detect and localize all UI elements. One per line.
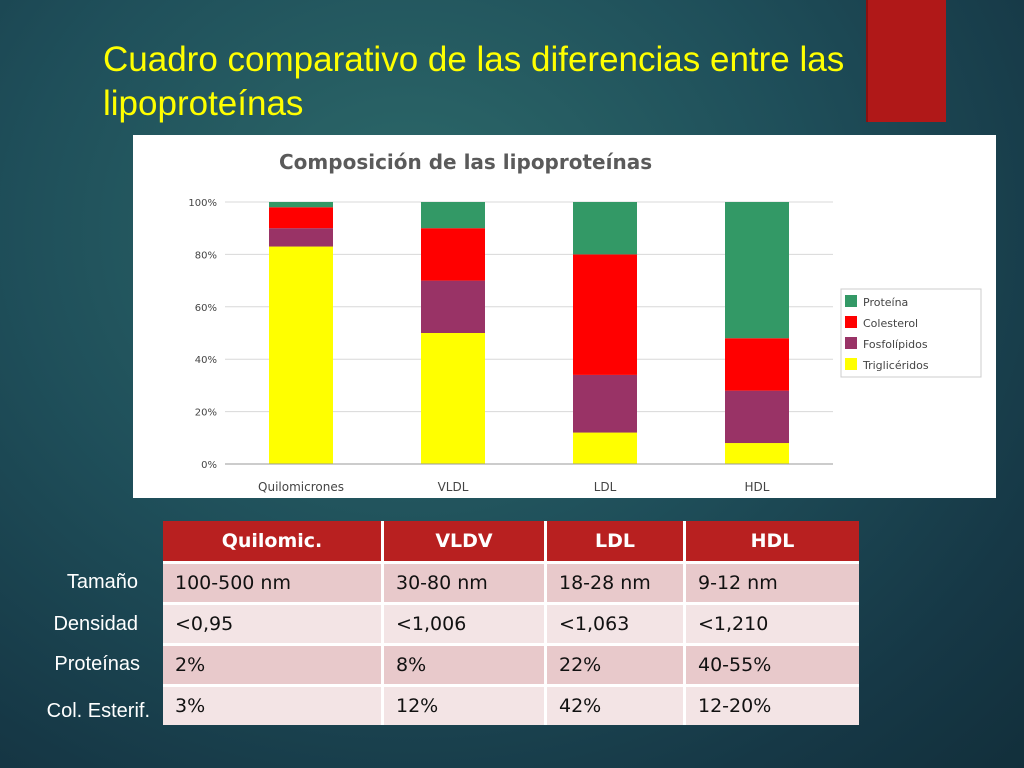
table-cell: 2% <box>163 643 384 686</box>
table-cell: 12% <box>382 684 547 725</box>
table-cell: <0,95 <box>163 602 384 645</box>
table-cell: <1,063 <box>545 602 686 645</box>
table-cell: 100-500 nm <box>163 561 384 604</box>
table-cell: 9-12 nm <box>684 561 859 604</box>
table-header-row: Quilomic. VLDV LDL HDL <box>163 521 859 563</box>
table-cell: 18-28 nm <box>545 561 686 604</box>
table-cell: 12-20% <box>684 684 859 725</box>
x-category-label: VLDL <box>438 480 469 494</box>
table-row: 3% 12% 42% 12-20% <box>163 684 859 725</box>
y-tick-label: 40% <box>195 355 217 366</box>
bar-segment <box>421 202 485 229</box>
bar-segment <box>421 333 485 464</box>
header-hdl: HDL <box>684 521 859 563</box>
slide-title: Cuadro comparativo de las diferencias en… <box>103 40 845 123</box>
bar-segment <box>421 280 485 333</box>
chart-title: Composición de las lipoproteínas <box>279 150 652 174</box>
legend-box <box>840 288 982 378</box>
y-tick-label: 100% <box>188 198 217 209</box>
chart-panel: Composición de las lipoproteínas 0% 20% 40… <box>133 135 996 498</box>
bar-segment <box>573 254 637 375</box>
table-row: 100-500 nm 30-80 nm 18-28 nm 9-12 nm <box>163 561 859 604</box>
row-label-densidad: Densidad <box>53 613 138 635</box>
table-cell: 30-80 nm <box>382 561 547 604</box>
legend-label: Proteína <box>863 296 908 309</box>
table-cell: 8% <box>382 643 547 686</box>
table-row: 2% 8% 22% 40-55% <box>163 643 859 686</box>
y-tick-label: 60% <box>195 303 217 314</box>
bar-segment <box>573 202 637 255</box>
bar-segment <box>725 443 789 464</box>
header-quilomicrones: Quilomic. <box>163 521 384 563</box>
x-category-label: Quilomicrones <box>258 480 344 494</box>
bar-segment <box>269 207 333 229</box>
table-cell: 22% <box>545 643 686 686</box>
row-label-tamano: Tamaño <box>66 571 138 593</box>
table-cell: <1,006 <box>382 602 547 645</box>
bar-segment <box>269 202 333 208</box>
legend-swatch <box>845 358 857 370</box>
comparison-table: Quilomic. VLDV LDL HDL 100-500 nm 30-80 … <box>163 521 859 725</box>
row-label-col-esterif: Col. Esterif. <box>46 700 150 722</box>
legend-label: Fosfolípidos <box>863 338 928 351</box>
bar-segment <box>269 228 333 247</box>
table-cell: 40-55% <box>684 643 859 686</box>
bar-segment <box>725 338 789 391</box>
bar-segment <box>725 202 789 339</box>
legend-label: Colesterol <box>863 317 918 330</box>
stacked-bar-chart: Composición de las lipoproteínas 0% 20% 40… <box>188 150 982 494</box>
y-tick-label: 80% <box>195 250 217 261</box>
bar-segment <box>725 390 789 444</box>
y-tick-label: 0% <box>201 460 217 471</box>
x-category-label: HDL <box>745 480 770 494</box>
bar-segment <box>573 432 637 464</box>
bar-segment <box>269 246 333 464</box>
table-row: <0,95 <1,006 <1,063 <1,210 <box>163 602 859 645</box>
accent-bar <box>866 0 946 122</box>
table-cell: 3% <box>163 684 384 725</box>
header-ldl: LDL <box>545 521 686 563</box>
legend-swatch <box>845 337 857 349</box>
y-tick-label: 20% <box>195 408 217 419</box>
row-label-proteinas: Proteínas <box>54 653 140 675</box>
legend-label: Triglicéridos <box>862 359 929 372</box>
legend-swatch <box>845 316 857 328</box>
legend-swatch <box>845 295 857 307</box>
table-cell: <1,210 <box>684 602 859 645</box>
bar-segment <box>421 228 485 281</box>
table-cell: 42% <box>545 684 686 725</box>
bar-segment <box>573 374 637 433</box>
x-category-label: LDL <box>594 480 617 494</box>
header-vldv: VLDV <box>382 521 547 563</box>
